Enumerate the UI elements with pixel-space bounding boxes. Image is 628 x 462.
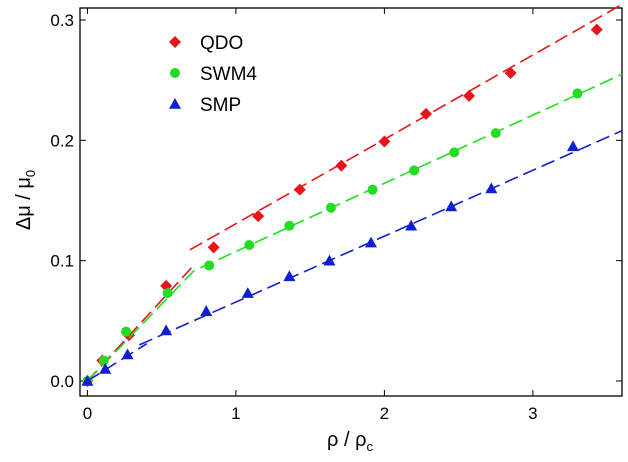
point [241, 287, 254, 298]
point [325, 202, 336, 213]
point [419, 107, 432, 120]
fit-line [86, 342, 148, 382]
point [490, 128, 501, 139]
plot-frame [79, 7, 623, 397]
point [293, 183, 306, 196]
point [335, 159, 348, 172]
legend-label: QDO [200, 33, 243, 54]
point [405, 219, 418, 231]
point [572, 88, 583, 99]
point [284, 220, 295, 231]
x-label-main: ρ / ρ [327, 429, 366, 451]
y-tick-label: 0.2 [50, 131, 74, 150]
y-label-main: Δμ / μ [13, 177, 35, 230]
x-tick-label: 2 [380, 404, 389, 423]
point [449, 147, 460, 158]
x-tick-label: 0 [83, 404, 92, 423]
point [504, 66, 517, 79]
legend-label: SMP [200, 95, 241, 116]
point [590, 23, 603, 36]
legend-marker [170, 68, 180, 78]
y-axis-label: Δμ / μ0 [13, 170, 38, 230]
point [162, 288, 173, 299]
point [204, 260, 215, 271]
y-label-sub: 0 [23, 170, 38, 177]
point [98, 355, 109, 366]
point [566, 140, 579, 152]
point [323, 254, 336, 266]
point [81, 374, 94, 386]
point [367, 184, 378, 195]
point [252, 210, 265, 223]
point [378, 135, 391, 148]
point [365, 236, 378, 248]
point [485, 182, 498, 194]
point [244, 240, 255, 251]
legend-label: SWM4 [200, 64, 257, 85]
point [160, 324, 173, 336]
point [409, 165, 420, 176]
x-tick-label: 3 [528, 404, 537, 423]
fit-line [139, 129, 623, 346]
point [283, 270, 296, 282]
point [99, 362, 112, 374]
point [121, 326, 132, 337]
point [445, 200, 458, 212]
legend-marker [169, 98, 181, 109]
y-tick-label: 0.1 [50, 252, 74, 271]
legend-marker [169, 36, 181, 48]
point [200, 305, 213, 316]
x-tick-label: 1 [231, 404, 240, 423]
x-axis-label: ρ / ρc [327, 429, 373, 454]
y-tick-label: 0.3 [50, 11, 74, 30]
point [207, 241, 220, 254]
x-label-sub: c [366, 439, 373, 454]
point [121, 348, 134, 360]
point [463, 89, 476, 102]
y-tick-label: 0.0 [50, 372, 74, 391]
fit-line [189, 3, 623, 251]
